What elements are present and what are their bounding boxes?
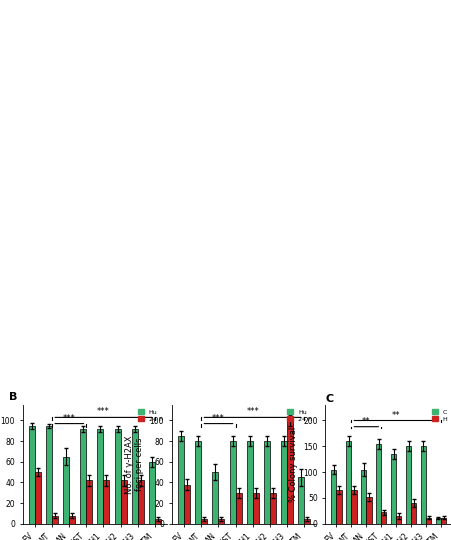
Bar [120, 481, 126, 524]
Bar [148, 462, 154, 524]
Bar [420, 447, 425, 524]
Bar [131, 429, 137, 524]
Bar [195, 441, 201, 524]
Bar [80, 429, 86, 524]
Bar [297, 477, 303, 524]
Bar [405, 447, 410, 524]
Bar [218, 518, 224, 524]
Text: **: ** [361, 417, 370, 426]
Bar [396, 516, 400, 524]
Text: ***: *** [63, 414, 75, 423]
Bar [390, 454, 396, 524]
Bar [235, 493, 241, 524]
Bar [331, 470, 336, 524]
Bar [29, 426, 35, 524]
Bar [201, 518, 207, 524]
Legend: C, H: C, H [429, 408, 448, 423]
Bar [52, 516, 58, 524]
Bar [440, 518, 445, 524]
Bar [280, 441, 286, 524]
Bar [303, 518, 309, 524]
Bar [425, 518, 430, 524]
Bar [336, 490, 341, 524]
Text: B: B [9, 392, 18, 402]
Bar [154, 518, 160, 524]
Bar [410, 503, 415, 524]
Text: ***: *** [97, 407, 110, 416]
Bar [35, 472, 41, 524]
Bar [350, 490, 356, 524]
Bar [103, 481, 109, 524]
Text: ***: *** [246, 407, 258, 416]
Bar [184, 484, 190, 524]
Legend: Hu, 24 h: Hu, 24 h [136, 408, 164, 423]
Bar [69, 516, 75, 524]
Text: **: ** [391, 411, 400, 420]
Bar [252, 493, 258, 524]
Bar [380, 512, 386, 524]
Bar [375, 444, 380, 524]
Text: C: C [325, 394, 333, 404]
Bar [365, 497, 371, 524]
Bar [246, 441, 252, 524]
Bar [212, 472, 218, 524]
Bar [269, 493, 275, 524]
Bar [114, 429, 120, 524]
Text: ***: *** [212, 414, 224, 423]
Bar [229, 441, 235, 524]
Bar [97, 429, 103, 524]
Bar [435, 518, 440, 524]
Bar [137, 481, 143, 524]
Bar [263, 441, 269, 524]
Bar [63, 457, 69, 524]
Bar [46, 426, 52, 524]
Y-axis label: No. of γ-H2AX
foci per cells: No. of γ-H2AX foci per cells [124, 435, 144, 494]
Bar [86, 481, 92, 524]
Bar [360, 470, 365, 524]
Bar [286, 421, 292, 524]
Bar [345, 441, 350, 524]
Bar [178, 436, 184, 524]
Legend: Hu, 24 h: Hu, 24 h [285, 408, 313, 423]
Y-axis label: % Colony survival: % Colony survival [288, 427, 297, 502]
